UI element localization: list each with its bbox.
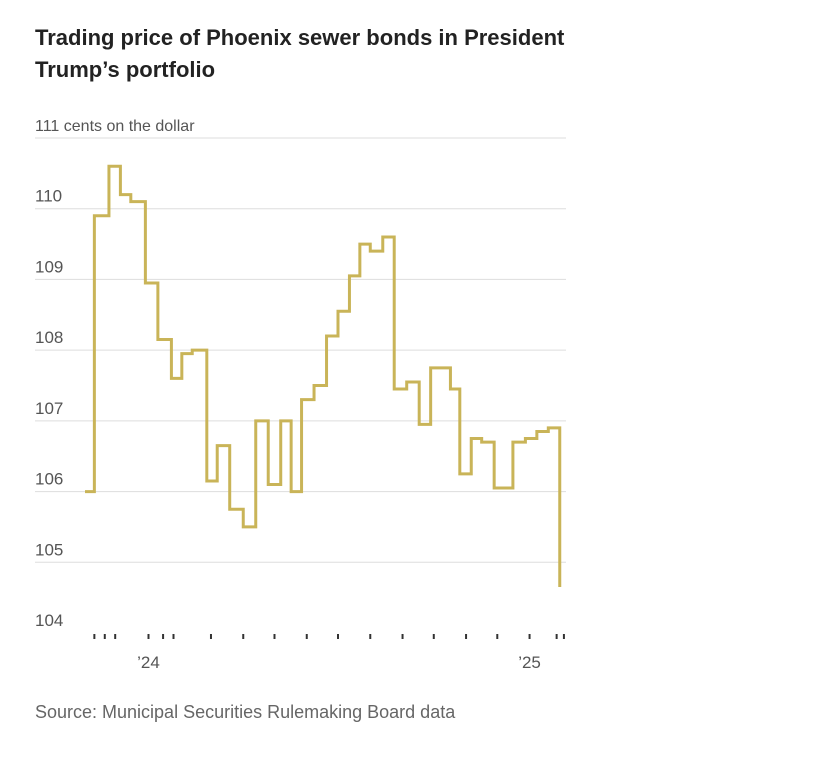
gridlines	[35, 137, 566, 563]
x-tick-label: ’24	[137, 653, 160, 672]
y-tick-label: 111 cents on the dollar	[35, 118, 195, 135]
price-line	[85, 164, 562, 588]
chart-title: Trading price of Phoenix sewer bonds in …	[35, 25, 565, 82]
x-tick-label: ’25	[518, 653, 541, 672]
y-tick-label: 105	[35, 540, 63, 559]
y-tick-label: 106	[35, 470, 63, 489]
y-tick-label: 104	[35, 611, 63, 630]
x-axis: ’24 ’25	[85, 632, 566, 672]
y-tick-label: 110	[35, 187, 62, 206]
y-tick-label: 109	[35, 257, 63, 276]
y-tick-label: 108	[35, 328, 63, 347]
source-note: Source: Municipal Securities Rulemaking …	[35, 702, 456, 722]
y-axis-labels: 104 105 106 107 108 109 110 111 cents on the do…	[35, 118, 195, 630]
y-tick-label: 107	[35, 399, 63, 418]
